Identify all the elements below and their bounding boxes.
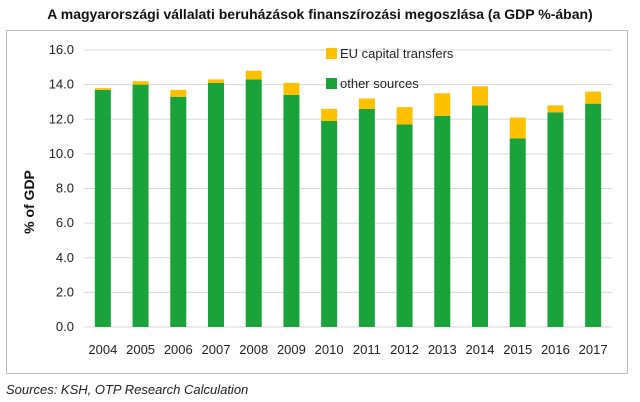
bar-eu-capital-2007 — [208, 79, 224, 83]
legend-label-eu: EU capital transfers — [340, 46, 454, 61]
bar-other-sources-2009 — [283, 95, 300, 327]
bar-other-sources-2014 — [472, 105, 488, 328]
bar-other-sources-2013 — [434, 115, 451, 327]
bar-eu-capital-2010 — [321, 108, 338, 121]
x-tick-label: 2009 — [277, 342, 306, 357]
bar-other-sources-2012 — [396, 124, 413, 327]
bar-eu-capital-2013 — [434, 93, 451, 116]
plot-frame — [6, 30, 628, 374]
x-tick-label: 2014 — [466, 342, 495, 357]
x-tick-label: 2012 — [390, 342, 419, 357]
y-tick-label: 8.0 — [56, 181, 74, 196]
bar-other-sources-2007 — [208, 82, 224, 327]
legend: EU capital transfers other sources — [326, 46, 454, 91]
bar-other-sources-2005 — [132, 84, 149, 327]
x-tick-label: 2011 — [353, 342, 381, 357]
x-tick-label: 2008 — [239, 342, 268, 357]
bar-eu-capital-2011 — [358, 98, 375, 109]
y-tick-label: 0.0 — [56, 319, 74, 334]
bar-other-sources-2006 — [170, 96, 187, 328]
bar-other-sources-2004 — [94, 89, 111, 327]
x-tick-label: 2016 — [541, 342, 570, 357]
bar-other-sources-2015 — [509, 138, 526, 327]
x-tick-label: 2005 — [126, 342, 155, 357]
y-axis-title: % of GDP — [21, 170, 37, 234]
bar-other-sources-2011 — [358, 108, 375, 327]
bars — [94, 70, 602, 328]
y-tick-label: 14.0 — [49, 77, 74, 92]
x-tick-label: 2017 — [579, 342, 608, 357]
x-tick-label: 2004 — [88, 342, 117, 357]
y-tick-label: 16.0 — [49, 42, 74, 57]
y-tick-label: 12.0 — [49, 111, 74, 126]
x-tick-label: 2007 — [202, 342, 231, 357]
bar-other-sources-2016 — [547, 112, 564, 327]
chart-title: A magyarországi vállalati beruházások fi… — [47, 6, 593, 22]
legend-label-other: other sources — [340, 76, 419, 91]
bar-eu-capital-2015 — [509, 117, 526, 139]
x-tick-label: 2013 — [428, 342, 457, 357]
bar-eu-capital-2012 — [396, 107, 413, 125]
bar-eu-capital-2008 — [245, 70, 262, 80]
legend-swatch-eu — [326, 48, 337, 59]
bar-eu-capital-2009 — [283, 82, 300, 96]
source-note: Sources: KSH, OTP Research Calculation — [6, 382, 249, 397]
y-tick-labels: 0.0 2.0 4.0 6.0 8.0 10.0 12.0 14.0 16.0 — [49, 42, 74, 334]
y-tick-label: 4.0 — [56, 250, 74, 265]
bar-eu-capital-2004 — [94, 88, 111, 90]
x-tick-labels: 2004 2005 2006 2007 2008 2009 2010 2011 2012 2013… — [88, 342, 607, 357]
bar-other-sources-2010 — [321, 120, 338, 327]
y-tick-label: 10.0 — [49, 146, 74, 161]
y-tick-label: 6.0 — [56, 215, 74, 230]
x-tick-label: 2006 — [164, 342, 193, 357]
bar-eu-capital-2016 — [547, 105, 564, 113]
gridlines — [84, 49, 612, 328]
legend-swatch-other — [326, 78, 337, 89]
y-tick-label: 2.0 — [56, 284, 74, 299]
bar-other-sources-2017 — [585, 103, 602, 327]
bar-eu-capital-2006 — [170, 89, 187, 97]
bar-eu-capital-2017 — [585, 91, 602, 104]
x-tick-label: 2015 — [503, 342, 532, 357]
bar-other-sources-2008 — [245, 79, 262, 328]
bar-eu-capital-2014 — [472, 86, 488, 106]
x-tick-label: 2010 — [315, 342, 344, 357]
bar-eu-capital-2005 — [132, 81, 149, 85]
